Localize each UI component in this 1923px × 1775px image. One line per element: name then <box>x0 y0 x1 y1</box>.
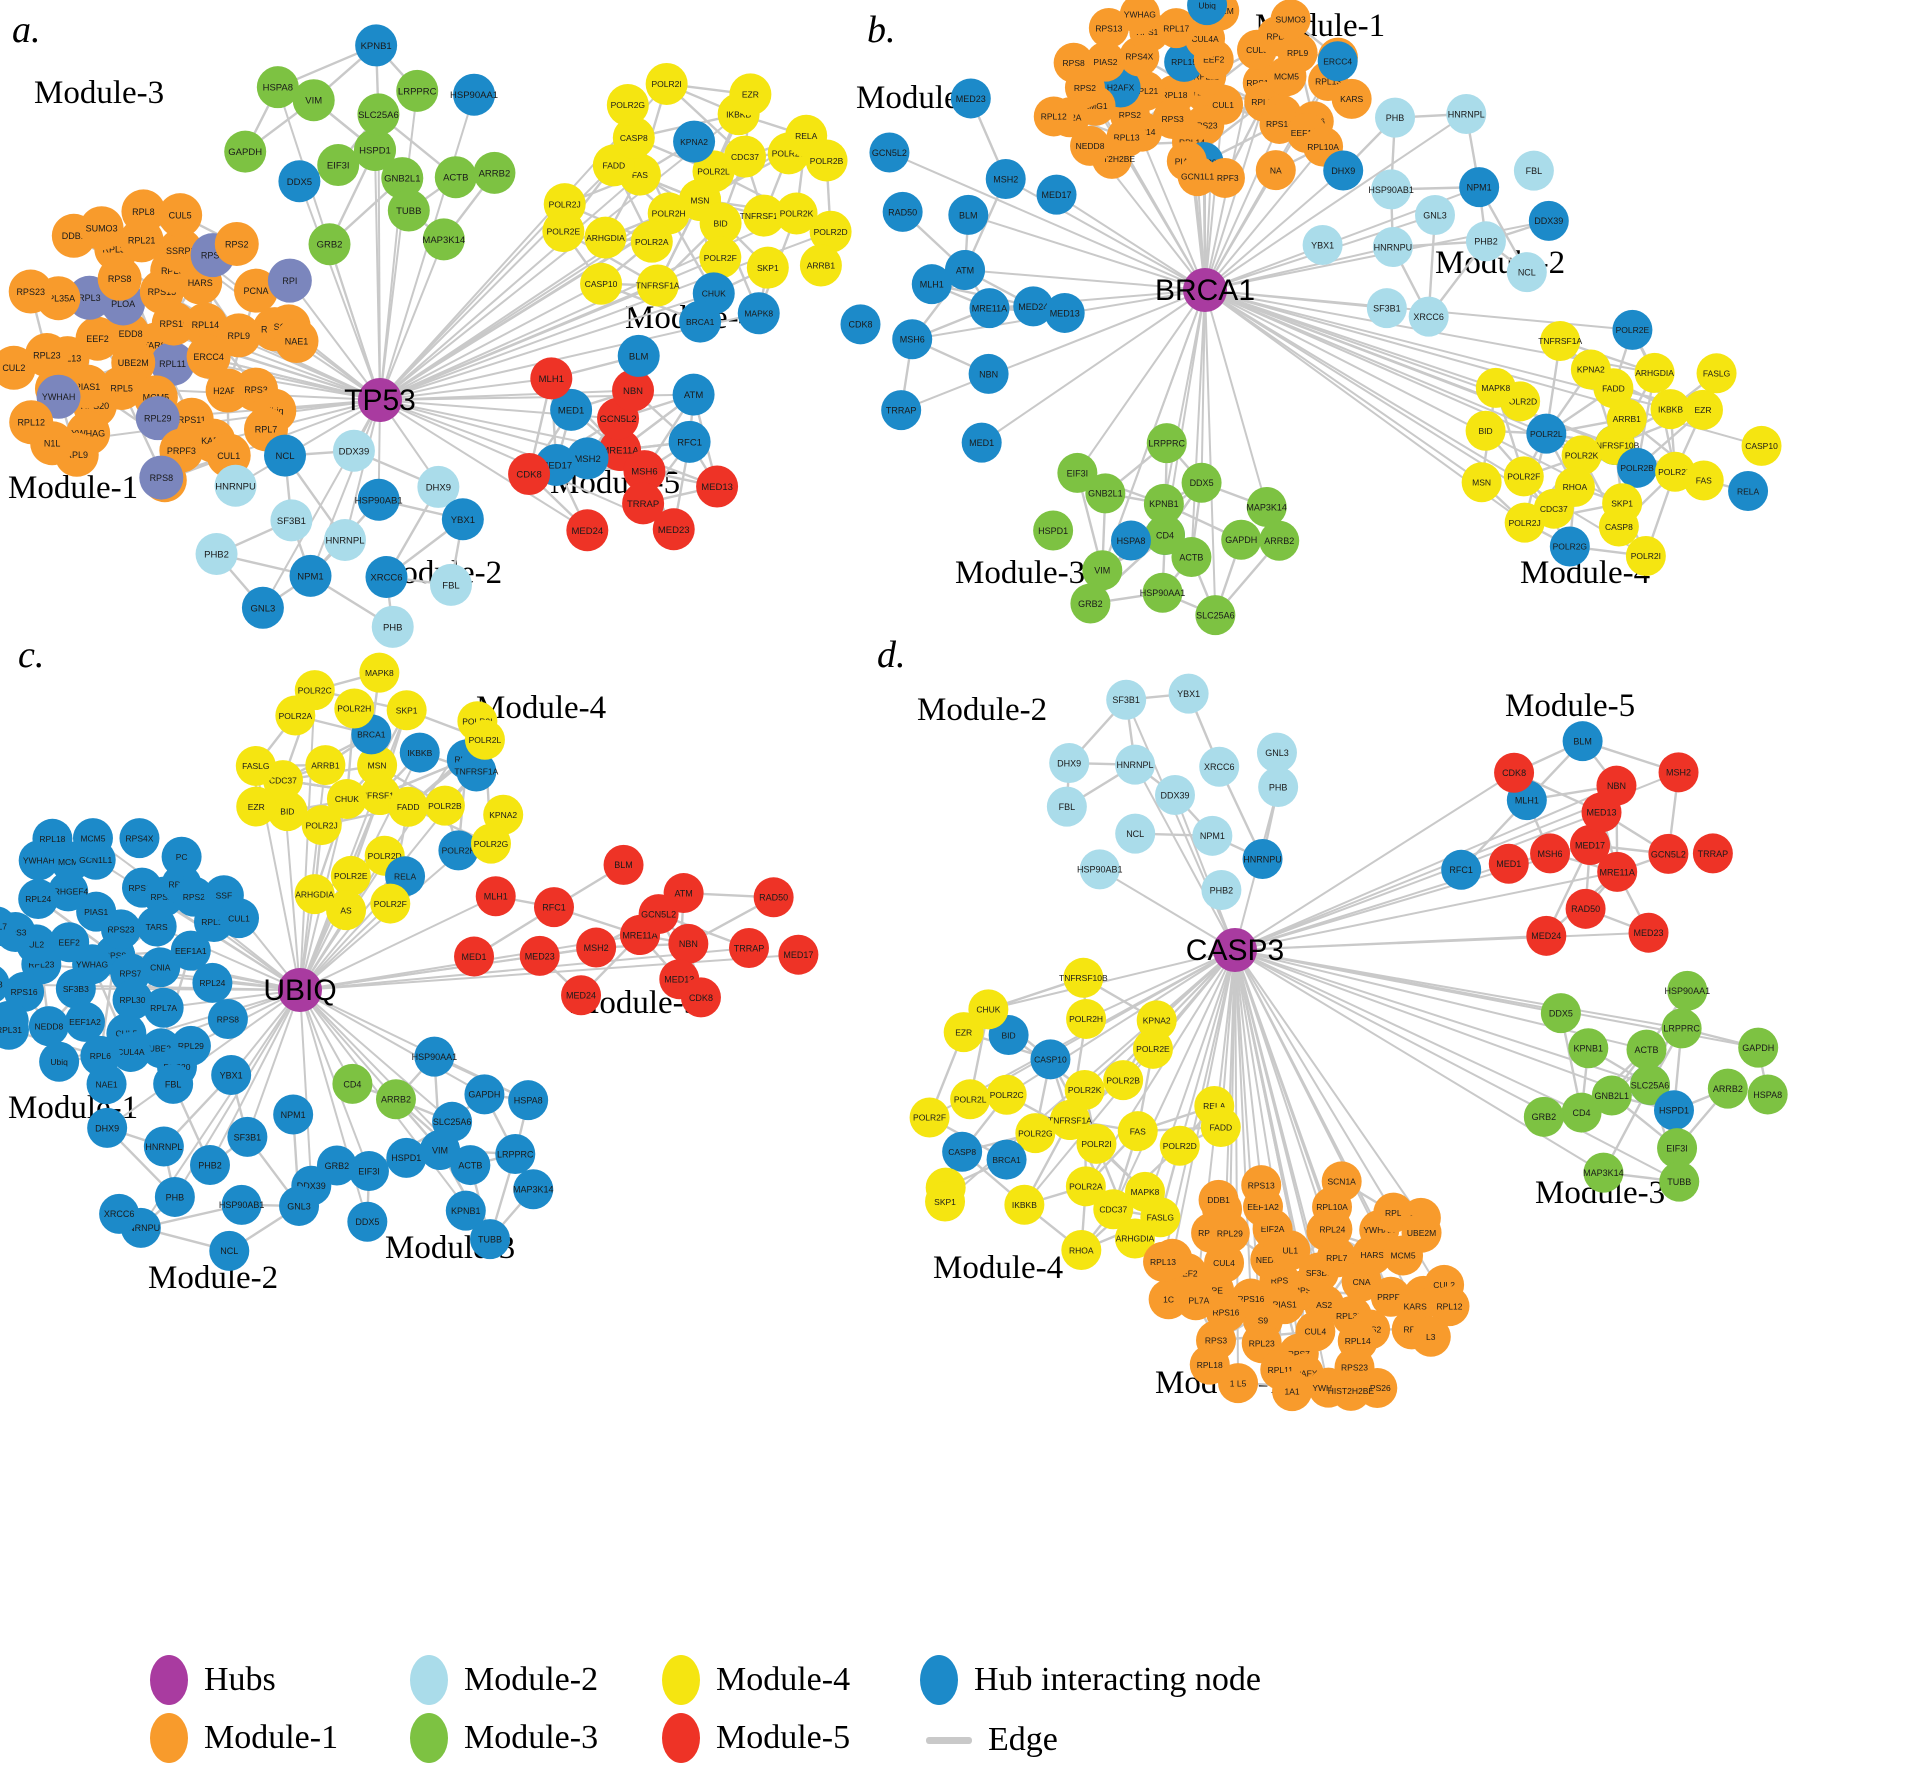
panel-a-network: CUL4BUL1RPS13RPS6EEF1A1TARSRPL11UBE2MNED… <box>0 24 852 648</box>
legend-label-module-3: Module-3 <box>464 1719 599 1756</box>
legend-label-module-2: Module-2 <box>464 1661 599 1698</box>
legend-swatch-module-2 <box>410 1655 448 1705</box>
legend-swatch-module-5 <box>662 1713 700 1763</box>
legend-label-hub-interacting-node: Hub interacting node <box>974 1661 1262 1698</box>
legend-item-module-2: Module-2 <box>410 1655 598 1705</box>
panel-d-module-5-label: Module-5 <box>1505 688 1636 724</box>
panel-c-module-2-label: Module-2 <box>148 1260 279 1296</box>
legend-item-hub-interacting-node: Hub interacting node <box>920 1655 1261 1705</box>
svg-text:CASP3: CASP3 <box>1186 934 1284 967</box>
legend-item-module-3: Module-3 <box>410 1713 598 1763</box>
panel-c-letter: c. <box>18 634 45 676</box>
legend-swatch-module-3 <box>410 1713 448 1763</box>
panel-b-network: RPL23RPS13RPL5RPL35ARPL12HARSCUL1RPL18RP… <box>840 0 1782 636</box>
legend-label-module-4: Module-4 <box>716 1661 851 1698</box>
legend-swatch-hub-interacting-node <box>920 1655 958 1705</box>
panel-a-letter: a. <box>12 9 41 51</box>
panel-c: c. Module-4 Module-1 Module-5 Module-2 M… <box>0 630 960 1330</box>
panel-d-module-4-label: Module-4 <box>933 1250 1064 1286</box>
legend-swatch-module-4 <box>662 1655 700 1705</box>
legend: Hubs Module-1 Module-2 Module-3 Module-4… <box>150 1655 1261 1765</box>
panel-d-letter: d. <box>877 634 906 676</box>
panel-c-module-4-label: Module-4 <box>476 690 607 726</box>
panel-b-letter: b. <box>867 9 896 51</box>
legend-label-module-1: Module-1 <box>204 1719 339 1756</box>
legend-label-edge: Edge <box>988 1721 1058 1758</box>
legend-item-module-4: Module-4 <box>662 1655 850 1705</box>
panel-c-network: RPL7RPS6EIF2ARPL35ARPS8RPS7YWHAGRPS23RPL… <box>0 652 819 1271</box>
svg-text:TP53: TP53 <box>344 384 416 417</box>
svg-text:UBIQ: UBIQ <box>263 974 336 1007</box>
panel-d: d. Module-2 Module-5 Module-4 Module-3 M… <box>855 630 1923 1412</box>
svg-text:BRCA1: BRCA1 <box>1155 274 1255 307</box>
legend-item-module-1: Module-1 <box>150 1713 338 1763</box>
legend-swatch-hubs <box>150 1655 188 1705</box>
legend-item-module-5: Module-5 <box>662 1713 850 1763</box>
panel-b: b. Module-5 Module-1 Module-2 Module-3 M… <box>840 0 1923 660</box>
panel-a: a. Module-3 Module-1 Module-2 Module-4 M… <box>0 0 960 660</box>
legend-label-module-5: Module-5 <box>716 1719 851 1756</box>
legend-item-hubs: Hubs <box>150 1655 276 1705</box>
legend-swatch-edge <box>926 1736 972 1744</box>
legend-label-hubs: Hubs <box>204 1661 276 1698</box>
legend-item-edge: Edge <box>926 1721 1058 1759</box>
panel-d-module-2-label: Module-2 <box>917 692 1048 728</box>
legend-swatch-module-1 <box>150 1713 188 1763</box>
panel-b-module-3-label: Module-3 <box>955 555 1086 591</box>
panel-a-module-3-label: Module-3 <box>34 75 165 111</box>
